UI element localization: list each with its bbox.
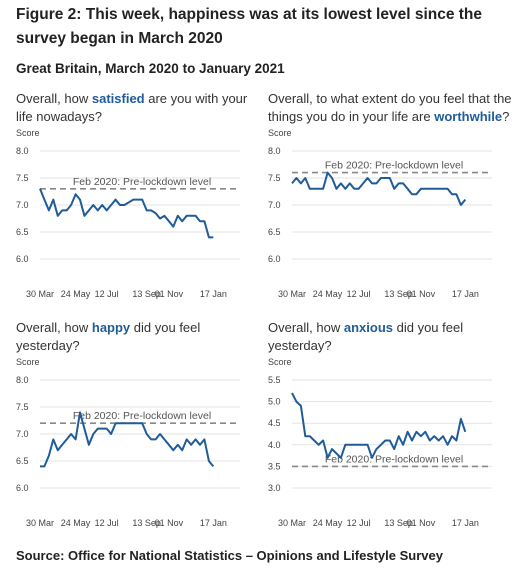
x-tick-label: 01 Nov xyxy=(407,289,436,299)
x-tick-label: 12 Jul xyxy=(347,289,371,299)
series-line xyxy=(40,411,215,468)
question-text-after: did you feel yesterday? xyxy=(16,320,201,353)
x-tick-label: 13 Sep xyxy=(384,289,413,299)
chart-panel-worthwhile: Overall, to what extent do you feel that… xyxy=(268,90,516,310)
reference-label: Feb 2020: Pre-lockdown level xyxy=(325,160,463,172)
y-tick-label: 7.5 xyxy=(16,402,29,412)
x-tick-label: 30 Mar xyxy=(26,518,54,528)
chart-panel-satisfied: Overall, how satisfied are you with your… xyxy=(16,90,264,310)
question-text-before: Overall, to what extent do you feel that… xyxy=(268,91,512,124)
question-highlight: happy xyxy=(91,320,131,335)
y-tick-label: 7.0 xyxy=(268,200,281,210)
question-text-after: did you feel yesterday? xyxy=(268,320,464,353)
question-highlight: satisfied xyxy=(91,91,145,106)
x-tick-label: 17 Jan xyxy=(200,289,227,299)
figure-title: Figure 2: This week, happiness was at it… xyxy=(16,6,483,47)
chart-svg-worthwhile: Score 8.0 7.5 7.0 6.5 6.0 Feb 2020: Pre-lockdo… xyxy=(268,128,492,299)
x-tick-label: 24 May xyxy=(61,518,91,528)
question-text-before: Overall, how xyxy=(16,91,92,106)
x-tick-label: 12 Jul xyxy=(95,289,119,299)
series-line xyxy=(39,188,214,239)
x-tick-label: 24 May xyxy=(313,289,343,299)
x-tick-label: 17 Jan xyxy=(200,518,227,528)
y-tick-label: 7.0 xyxy=(16,200,29,210)
chart-panel-anxious: Overall, how anxious did you feel yester… xyxy=(268,319,516,539)
x-tick-label: 13 Sep xyxy=(384,518,413,528)
y-tick-label: 3.0 xyxy=(268,483,281,493)
question-text-after: are you with your life nowadays? xyxy=(16,91,248,124)
y-tick-label: 7.5 xyxy=(16,173,29,183)
y-tick-label: 6.0 xyxy=(16,254,29,264)
y-tick-label: 4.0 xyxy=(268,440,281,450)
x-tick-label: 24 May xyxy=(61,289,91,299)
x-tick-label: 30 Mar xyxy=(278,289,306,299)
y-tick-label: 8.0 xyxy=(16,375,29,385)
figure-subtitle: Great Britain, March 2020 to January 202… xyxy=(16,61,285,76)
y-tick-label: 6.0 xyxy=(268,254,281,264)
x-tick-label: 24 May xyxy=(313,518,343,528)
x-tick-label: 01 Nov xyxy=(407,518,436,528)
series-line xyxy=(291,171,467,206)
x-tick-label: 30 Mar xyxy=(278,518,306,528)
y-tick-label: 6.0 xyxy=(16,483,29,493)
reference-label: Feb 2020: Pre-lockdown level xyxy=(325,453,463,465)
y-axis-title: Score xyxy=(268,128,292,138)
question-highlight: anxious xyxy=(343,320,393,335)
question-text-after: ? xyxy=(502,109,510,124)
chart-question: Overall, how happy did you feel yesterda… xyxy=(16,319,264,355)
y-tick-label: 4.5 xyxy=(268,418,281,428)
x-tick-label: 13 Sep xyxy=(132,518,161,528)
chart-question: Overall, how satisfied are you with your… xyxy=(16,90,264,126)
y-axis-title: Score xyxy=(16,357,40,367)
y-axis-title: Score xyxy=(16,128,40,138)
question-text-before: Overall, how xyxy=(268,320,344,335)
y-tick-label: 8.0 xyxy=(16,146,29,156)
y-tick-label: 3.5 xyxy=(268,461,281,471)
y-tick-label: 7.5 xyxy=(268,173,281,183)
series-line xyxy=(291,392,467,459)
y-tick-label: 5.5 xyxy=(268,375,281,385)
x-tick-label: 12 Jul xyxy=(347,518,371,528)
x-tick-label: 13 Sep xyxy=(132,289,161,299)
y-tick-label: 6.5 xyxy=(268,227,281,237)
y-tick-label: 6.5 xyxy=(16,227,29,237)
x-tick-label: 01 Nov xyxy=(155,289,184,299)
chart-panel-happy: Overall, how happy did you feel yesterda… xyxy=(16,319,264,539)
question-highlight: worthwhile xyxy=(434,109,503,124)
x-tick-label: 12 Jul xyxy=(95,518,119,528)
y-tick-label: 7.0 xyxy=(16,429,29,439)
reference-label: Feb 2020: Pre-lockdown level xyxy=(73,410,211,422)
y-tick-label: 5.0 xyxy=(268,397,281,407)
chart-question: Overall, how anxious did you feel yester… xyxy=(268,319,516,355)
figure-source: Source: Office for National Statistics –… xyxy=(16,548,443,563)
x-tick-label: 01 Nov xyxy=(155,518,184,528)
y-axis-title: Score xyxy=(268,357,292,367)
question-text-before: Overall, how xyxy=(16,320,92,335)
x-tick-label: 17 Jan xyxy=(452,289,479,299)
x-tick-label: 17 Jan xyxy=(452,518,479,528)
chart-svg-satisfied: Score 8.0 7.5 7.0 6.5 6.0 Feb 2020: Pre-lockdo… xyxy=(16,128,240,299)
chart-question: Overall, to what extent do you feel that… xyxy=(268,90,516,126)
chart-svg-happy: Score 8.0 7.5 7.0 6.5 6.0 Feb 2020: Pre-lockdo… xyxy=(16,357,240,528)
chart-svg-anxious: Score 5.5 5.0 4.5 4.0 3.5 3.0 Feb 2020: Pre-loc… xyxy=(268,357,492,528)
y-tick-label: 6.5 xyxy=(16,456,29,466)
x-tick-label: 30 Mar xyxy=(26,289,54,299)
y-tick-label: 8.0 xyxy=(268,146,281,156)
reference-label: Feb 2020: Pre-lockdown level xyxy=(73,176,211,188)
